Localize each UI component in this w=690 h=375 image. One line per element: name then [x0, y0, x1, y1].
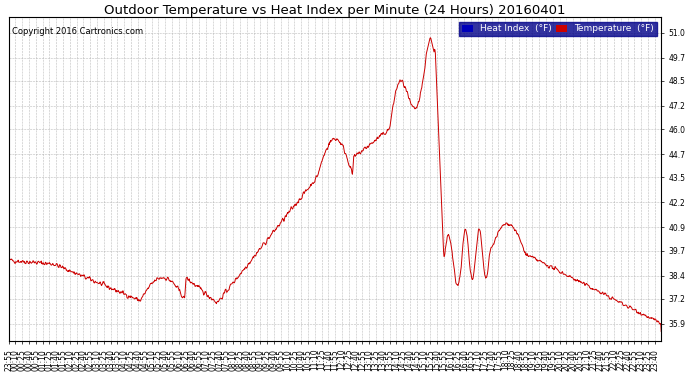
Title: Outdoor Temperature vs Heat Index per Minute (24 Hours) 20160401: Outdoor Temperature vs Heat Index per Mi… — [104, 4, 566, 17]
Text: Copyright 2016 Cartronics.com: Copyright 2016 Cartronics.com — [12, 27, 143, 36]
Legend: Heat Index  (°F), Temperature  (°F): Heat Index (°F), Temperature (°F) — [459, 22, 657, 36]
